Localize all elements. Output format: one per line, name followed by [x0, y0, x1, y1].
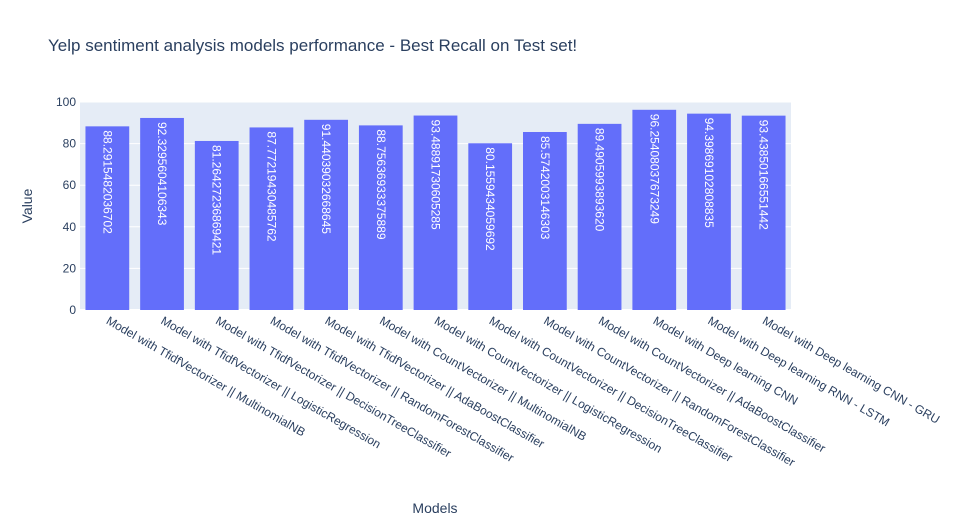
bar-value-label: 92.3295604106343 — [155, 122, 169, 226]
bar — [523, 132, 567, 310]
bar — [413, 115, 458, 310]
bar-value-label: 94.39869102808835 — [702, 118, 716, 228]
bar-value-label: 87.77219430485762 — [264, 131, 278, 241]
x-tick-label: Model with CountVectorizer || RandomFore… — [541, 313, 797, 469]
chart-title: Yelp sentiment analysis models performan… — [48, 36, 577, 55]
bar — [140, 117, 184, 310]
bar-value-label: 93.48891730605285 — [429, 120, 443, 230]
bar — [85, 126, 130, 310]
y-tick-label: 60 — [63, 178, 77, 192]
y-tick-label: 40 — [63, 220, 77, 234]
x-tick-label: Model with TfidfVectorizer || Multinomia… — [104, 313, 308, 439]
bar — [468, 143, 513, 310]
bar — [632, 109, 677, 311]
y-tick-label: 0 — [69, 303, 76, 317]
y-axis-title: Value — [19, 188, 35, 223]
bar — [358, 125, 403, 310]
bar-value-label: 85.5742003146303 — [538, 136, 552, 240]
y-tick-label: 100 — [56, 95, 76, 109]
bar-value-label: 93.43850166551442 — [757, 120, 771, 230]
x-axis-ticks: Model with TfidfVectorizer || Multinomia… — [104, 313, 942, 469]
bar-value-label: 89.4905993893620 — [593, 128, 607, 232]
bar-value-label: 91.44039032668645 — [319, 124, 333, 234]
y-axis-ticks: 0 20 40 60 80 100 — [56, 95, 76, 317]
bar-value-label: 81.26427236869421 — [210, 145, 224, 255]
bar — [194, 140, 239, 310]
bar-value-labels: 88.2915482036702 92.3295604106343 81.26427… — [100, 114, 770, 256]
bar-value-label: 96.25408037673249 — [647, 114, 661, 224]
bar-value-label: 88.75636933375889 — [374, 129, 388, 239]
bar — [304, 119, 348, 310]
bar — [577, 123, 622, 310]
y-tick-label: 20 — [63, 261, 77, 275]
x-axis-title: Models — [412, 500, 457, 516]
bar — [687, 113, 731, 310]
bar-value-label: 80.1559434059692 — [483, 147, 497, 251]
bars — [85, 109, 786, 311]
bar — [249, 127, 294, 310]
bar — [741, 115, 786, 310]
bar-value-label: 88.2915482036702 — [100, 130, 114, 234]
y-tick-label: 80 — [63, 137, 77, 151]
